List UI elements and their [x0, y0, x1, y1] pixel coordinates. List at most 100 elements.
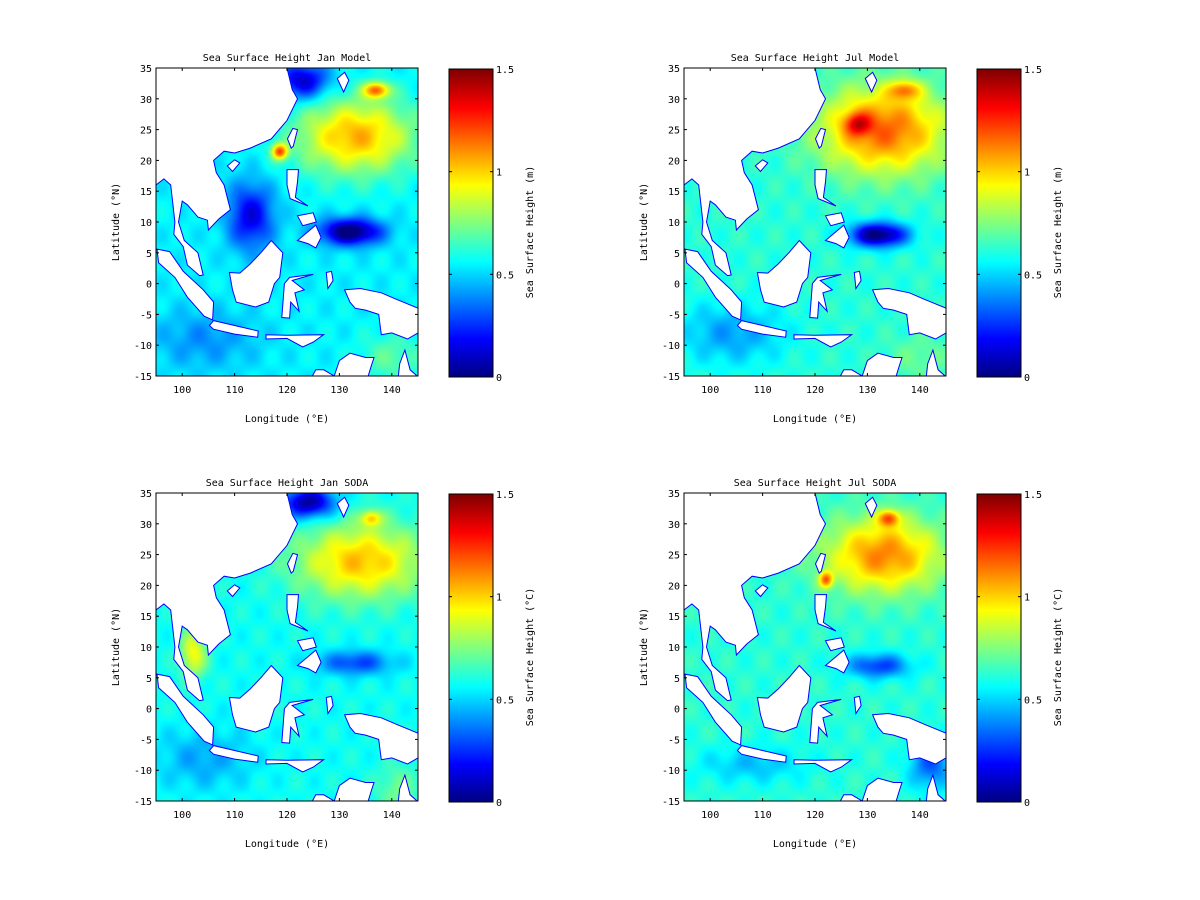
y-tick-label: -5	[140, 735, 152, 746]
y-tick-label: -10	[662, 766, 680, 777]
land-luzon	[286, 594, 309, 632]
y-tick-label: 15	[140, 612, 152, 623]
colorbar-label: Sea Surface Height (m)	[1053, 166, 1064, 298]
x-tick-label: 100	[701, 385, 719, 396]
land-sulawesi	[281, 273, 314, 319]
y-tick-label: -15	[134, 372, 152, 383]
y-tick-label: 15	[668, 612, 680, 623]
colorbar-tick-label: 1.5	[496, 65, 514, 76]
colorbar-frame	[448, 493, 494, 803]
land-hainan	[754, 159, 769, 173]
x-tick-label: 130	[330, 385, 348, 396]
colorbar-tick-label: 0.5	[496, 270, 514, 281]
land-sumatra	[684, 673, 743, 746]
x-tick-label: 110	[754, 810, 772, 821]
colorbar-label: Sea Surface Height (°C)	[525, 588, 536, 726]
y-tick-label: 30	[668, 520, 680, 531]
x-axis-label: Longitude (°E)	[245, 839, 329, 850]
colorbar-frame	[976, 493, 1022, 803]
land-layer	[684, 493, 946, 801]
colorbar-tick-label: 0	[496, 373, 502, 384]
x-tick-label: 140	[383, 385, 401, 396]
y-tick-label: 10	[668, 643, 680, 654]
y-tick-label: 25	[140, 551, 152, 562]
land-kyushu	[864, 496, 878, 519]
land-sulawesi	[809, 698, 842, 744]
x-axis-label: Longitude (°E)	[773, 839, 857, 850]
land-sulawesi	[809, 273, 842, 319]
colorbar-2	[977, 69, 1021, 377]
colorbar-tick-label: 1.5	[1024, 65, 1042, 76]
land-timor-flores	[265, 759, 326, 773]
y-tick-label: 20	[140, 156, 152, 167]
land-borneo	[756, 239, 812, 308]
land-timor-flores	[793, 759, 854, 773]
y-tick-label: -15	[662, 797, 680, 808]
y-tick-label: 5	[146, 249, 152, 260]
x-tick-label: 140	[911, 810, 929, 821]
land-sumatra	[684, 248, 743, 321]
colorbar-tick-label: 1	[1024, 168, 1030, 179]
land-java	[736, 320, 787, 338]
y-tick-label: 20	[668, 156, 680, 167]
land-kyushu	[336, 496, 350, 519]
y-tick-label: 25	[140, 126, 152, 137]
land-borneo	[228, 664, 284, 733]
y-tick-label: 5	[674, 249, 680, 260]
y-tick-label: 35	[140, 64, 152, 75]
land-hainan	[226, 159, 241, 173]
land-halmahera	[325, 695, 334, 715]
land-borneo	[756, 664, 812, 733]
land-java	[208, 745, 259, 763]
land-halmahera	[325, 270, 334, 290]
y-tick-label: 0	[674, 280, 680, 291]
land-taiwan	[286, 552, 299, 574]
colorbar-tick-label: 0	[1024, 373, 1030, 384]
x-tick-label: 120	[806, 810, 824, 821]
land-mindanao	[296, 224, 322, 249]
y-tick-label: 0	[146, 705, 152, 716]
y-tick-label: 20	[140, 581, 152, 592]
x-tick-label: 140	[383, 810, 401, 821]
y-tick-label: -10	[134, 766, 152, 777]
colorbar-tick-label: 1	[1024, 593, 1030, 604]
x-tick-label: 130	[858, 810, 876, 821]
y-tick-label: 5	[146, 674, 152, 685]
y-tick-label: -15	[662, 372, 680, 383]
land-new-guinea	[343, 712, 418, 765]
land-layer	[156, 493, 418, 801]
x-tick-label: 100	[173, 810, 191, 821]
colorbar-frame	[976, 68, 1022, 378]
y-tick-label: 0	[674, 705, 680, 716]
land-visayas	[296, 212, 317, 227]
land-kyushu	[864, 71, 878, 94]
x-tick-label: 110	[226, 385, 244, 396]
y-tick-label: 15	[140, 187, 152, 198]
land-asia-mainland	[156, 68, 299, 277]
y-tick-label: -5	[668, 735, 680, 746]
land-visayas	[296, 637, 317, 652]
land-sumatra	[156, 673, 215, 746]
land-visayas	[824, 212, 845, 227]
y-axis-label: Latitude (°N)	[639, 608, 650, 686]
land-visayas	[824, 637, 845, 652]
colorbar-tick-label: 0	[1024, 798, 1030, 809]
land-java	[208, 320, 259, 338]
colorbar-tick-label: 1	[496, 168, 502, 179]
land-new-guinea	[871, 712, 946, 765]
y-tick-label: -5	[140, 310, 152, 321]
land-timor-flores	[793, 334, 854, 348]
y-tick-label: -10	[662, 341, 680, 352]
panel-title: Sea Surface Height Jul SODA	[734, 478, 897, 489]
x-tick-label: 140	[911, 385, 929, 396]
colorbar-label: Sea Surface Height (m)	[525, 166, 536, 298]
y-tick-label: -15	[134, 797, 152, 808]
y-tick-label: -5	[668, 310, 680, 321]
land-sulawesi	[281, 698, 314, 744]
land-borneo	[228, 239, 284, 308]
y-tick-label: 30	[140, 520, 152, 531]
x-axis-label: Longitude (°E)	[773, 414, 857, 425]
colorbar-tick-label: 0.5	[496, 695, 514, 706]
land-australia	[311, 773, 418, 801]
